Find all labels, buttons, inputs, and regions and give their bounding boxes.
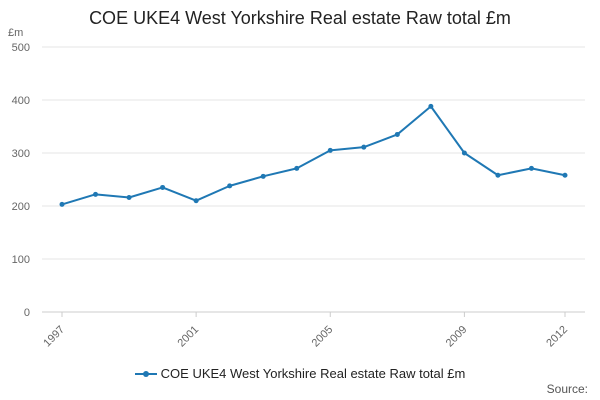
y-tick-label: 200 [12,201,30,213]
data-point[interactable] [93,191,99,197]
data-point[interactable] [495,172,501,178]
x-tick-label: 2001 [175,324,201,350]
data-point[interactable] [59,201,65,207]
y-tick-label: 300 [12,148,30,160]
legend-label: COE UKE4 West Yorkshire Real estate Raw … [160,366,466,381]
data-point[interactable] [294,165,300,171]
y-tick-label: 0 [24,307,30,319]
x-axis-ticks: 1997 2001 2005 2009 2012 [41,312,570,349]
chart-title: COE UKE4 West Yorkshire Real estate Raw … [89,8,511,28]
data-point[interactable] [126,195,132,201]
source-label: Source: [546,382,588,396]
data-point[interactable] [562,172,568,178]
x-tick-label: 2005 [310,324,336,350]
data-point[interactable] [160,184,166,190]
data-point[interactable] [260,173,266,179]
data-point[interactable] [394,131,400,137]
legend: COE UKE4 West Yorkshire Real estate Raw … [0,366,600,382]
gridlines [42,46,585,313]
series-group [59,103,568,207]
series-line [61,105,566,206]
data-point[interactable] [227,183,233,189]
y-tick-label: 500 [12,42,30,54]
data-point[interactable] [461,150,467,156]
x-tick-label: 2012 [544,324,570,350]
x-tick-label: 2009 [444,324,470,350]
y-tick-label: 400 [12,95,30,107]
data-point[interactable] [528,165,534,171]
data-point[interactable] [193,198,199,204]
y-axis-unit-label: £m [8,27,23,39]
legend-line-marker-icon [134,369,157,379]
y-axis-ticks: 0 100 200 300 400 500 [12,42,30,319]
x-tick-label: 1997 [41,324,67,350]
y-tick-label: 100 [12,254,30,266]
data-point[interactable] [361,144,367,150]
data-point[interactable] [327,147,333,153]
data-point[interactable] [428,103,434,109]
legend-item[interactable]: COE UKE4 West Yorkshire Real estate Raw … [134,366,466,381]
